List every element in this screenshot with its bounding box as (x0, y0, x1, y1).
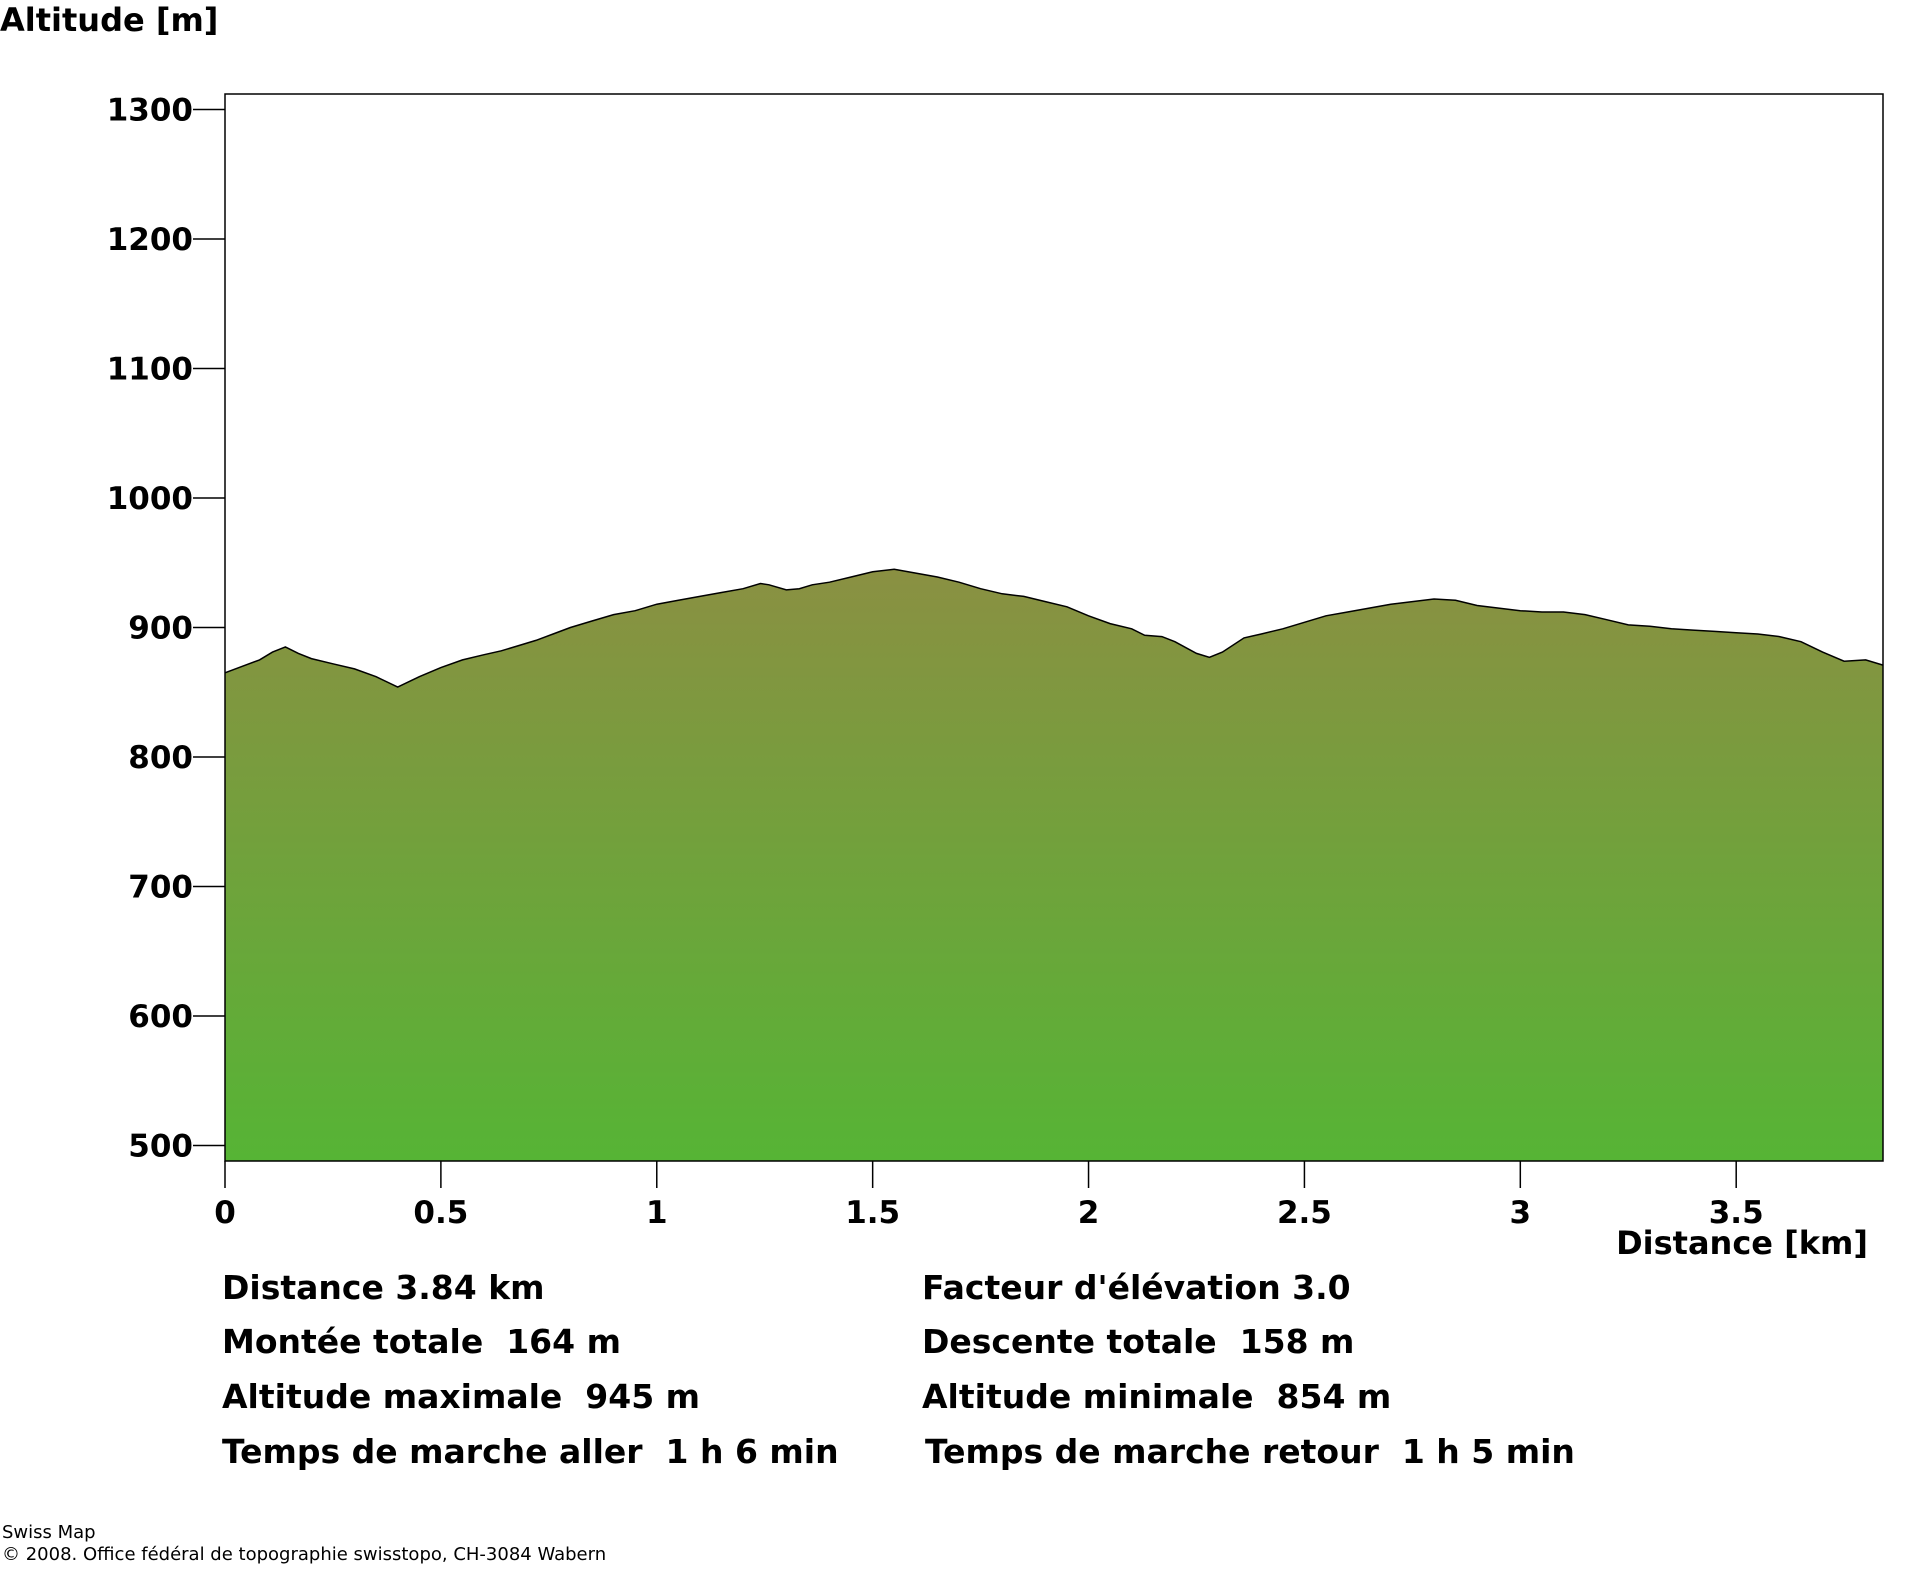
distance-stat: Distance 3.84 km (222, 1268, 545, 1307)
footer-copyright: © 2008. Office fédéral de topographie sw… (2, 1544, 607, 1565)
walk-time-out-stat: Temps de marche aller 1 h 6 min (222, 1432, 839, 1471)
y-tick-label: 800 (128, 740, 193, 776)
y-tick-label: 1300 (107, 93, 193, 129)
y-tick-label: 900 (128, 611, 193, 647)
elevation-line (224, 568, 1884, 688)
y-tick-label: 1000 (107, 481, 193, 517)
y-tick-label: 700 (128, 869, 193, 905)
x-tick-label: 3 (1510, 1195, 1532, 1231)
y-tick-label: 1100 (107, 352, 193, 388)
y-tick-label: 1200 (107, 222, 193, 258)
x-tick-label: 3.5 (1709, 1195, 1764, 1231)
y-tick-label: 600 (128, 999, 193, 1035)
x-tick-label: 0 (214, 1195, 236, 1231)
y-tick-label: 500 (128, 1128, 193, 1164)
x-tick-label: 1 (646, 1195, 668, 1231)
x-tick-label: 1.5 (845, 1195, 900, 1231)
x-tick-label: 2 (1078, 1195, 1100, 1231)
elevation-factor-stat: Facteur d'élévation 3.0 (922, 1268, 1351, 1307)
x-axis: 0 0.5 1 1.5 2 2.5 3 3.5 (214, 1161, 1764, 1231)
x-tick-label: 2.5 (1277, 1195, 1332, 1231)
total-descent-stat: Descente totale 158 m (922, 1322, 1355, 1361)
footer-brand: Swiss Map (2, 1522, 96, 1543)
y-axis-title: Altitude [m] (0, 1, 218, 39)
x-axis-title: Distance [km] (1616, 1224, 1868, 1262)
x-tick-label: 0.5 (413, 1195, 468, 1231)
walk-time-back-stat: Temps de marche retour 1 h 5 min (925, 1432, 1575, 1471)
total-ascent-stat: Montée totale 164 m (222, 1322, 621, 1361)
min-altitude-stat: Altitude minimale 854 m (922, 1377, 1392, 1416)
elevation-area (225, 569, 1883, 1161)
max-altitude-stat: Altitude maximale 945 m (222, 1377, 701, 1416)
y-axis: 500 600 700 800 900 1000 1100 1200 1300 (107, 93, 225, 1164)
